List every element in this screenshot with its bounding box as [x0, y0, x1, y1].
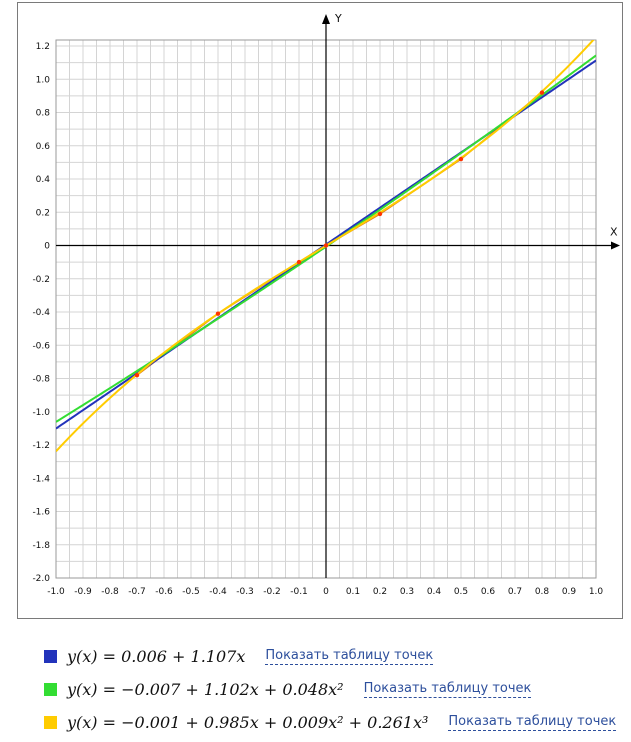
y-tick-label: -0.2	[32, 275, 50, 285]
data-point	[215, 311, 221, 316]
x-tick-label: 0.2	[373, 587, 387, 597]
y-tick-label: 0.4	[36, 175, 51, 185]
y-tick-label: 0.6	[36, 142, 51, 152]
x-tick-label: -0.2	[263, 587, 281, 597]
legend-item-quadratic: y(x) = −0.007 + 1.102x + 0.048x² Показат…	[44, 673, 624, 706]
x-tick-label: -0.7	[128, 587, 146, 597]
x-tick-label: 0.1	[346, 587, 360, 597]
show-table-link[interactable]: Показать таблицу точек	[363, 681, 532, 698]
data-point	[134, 372, 140, 378]
legend-swatch	[44, 716, 57, 729]
y-tick-label: -1.4	[32, 474, 50, 484]
y-axis-label: Y	[334, 12, 342, 25]
legend-item-cubic: y(x) = −0.001 + 0.985x + 0.009x² + 0.261…	[44, 706, 624, 739]
y-tick-label: 1.0	[36, 75, 51, 85]
data-point	[296, 259, 302, 265]
x-tick-label: -0.5	[182, 587, 200, 597]
show-table-link[interactable]: Показать таблицу точек	[265, 648, 434, 665]
x-tick-label: 1.0	[589, 587, 604, 597]
x-tick-label: -0.8	[101, 587, 119, 597]
x-tick-label: 0.4	[427, 587, 442, 597]
x-tick-label: -0.1	[290, 587, 308, 597]
legend-swatch	[44, 650, 57, 663]
formula-quadratic: y(x) = −0.007 + 1.102x + 0.048x²	[67, 680, 344, 699]
legend-item-linear: y(x) = 0.006 + 1.107x Показать таблицу т…	[44, 640, 624, 673]
y-tick-label: -0.6	[32, 341, 50, 351]
y-tick-label: -0.8	[32, 375, 50, 385]
x-tick-label: -1.0	[47, 587, 65, 597]
x-tick-label: 0.7	[508, 587, 522, 597]
legend: y(x) = 0.006 + 1.107x Показать таблицу т…	[44, 640, 624, 739]
y-tick-label: 0	[44, 242, 50, 252]
legend-swatch	[44, 683, 57, 696]
formula-linear: y(x) = 0.006 + 1.107x	[67, 647, 246, 666]
x-tick-label: -0.9	[74, 587, 92, 597]
x-tick-label: -0.6	[155, 587, 173, 597]
x-tick-label: 0.8	[535, 587, 550, 597]
y-tick-label: -1.0	[32, 408, 50, 418]
show-table-link[interactable]: Показать таблицу точек	[448, 714, 617, 731]
data-point	[539, 90, 545, 95]
x-tick-label: -0.4	[209, 587, 227, 597]
y-tick-label: 0.2	[36, 208, 50, 218]
formula-cubic: y(x) = −0.001 + 0.985x + 0.009x² + 0.261…	[67, 713, 429, 732]
x-tick-label: 0	[323, 587, 329, 597]
y-tick-label: -1.6	[32, 508, 50, 518]
y-tick-label: -1.2	[32, 441, 50, 451]
y-tick-label: -1.8	[32, 541, 50, 551]
data-point	[323, 243, 329, 248]
y-tick-label: 0.8	[36, 109, 51, 119]
x-tick-label: 0.3	[400, 587, 414, 597]
y-tick-label: 1.2	[36, 42, 50, 52]
x-tick-label: 0.6	[481, 587, 496, 597]
y-tick-label: -2.0	[32, 574, 50, 584]
x-axis-arrow	[611, 241, 620, 250]
x-tick-label: -0.3	[236, 587, 254, 597]
x-tick-label: 0.9	[562, 587, 577, 597]
x-tick-label: 0.5	[454, 587, 468, 597]
chart-frame	[17, 2, 623, 619]
y-tick-label: -0.4	[32, 308, 50, 318]
y-axis-arrow	[322, 14, 330, 24]
x-axis-label: X	[610, 226, 618, 239]
data-point	[377, 211, 383, 217]
chart: X Y -1.0 -0.9 -0.8 -0.7 -0.6 -0.5 -0.4 -0.3 -0.2 -0…	[32, 12, 620, 597]
data-point	[458, 156, 464, 162]
